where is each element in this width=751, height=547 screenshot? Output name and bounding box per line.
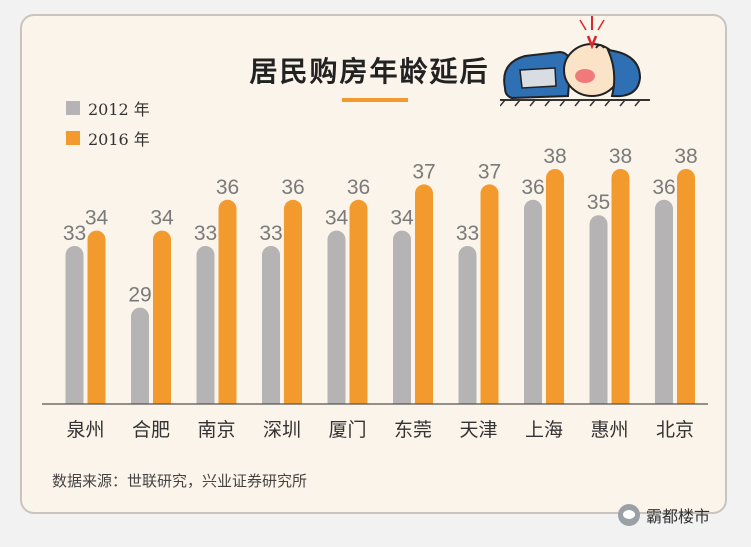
category-label-0: 泉州 bbox=[66, 419, 104, 441]
bar-2016-2 bbox=[218, 199, 237, 404]
category-label-3: 深圳 bbox=[263, 419, 301, 441]
value-label-2012-7: 36 bbox=[521, 176, 544, 199]
value-label-2012-0: 33 bbox=[63, 222, 86, 245]
value-label-2016-5: 37 bbox=[412, 160, 435, 183]
chart-card bbox=[20, 14, 727, 514]
value-label-2012-1: 29 bbox=[128, 284, 151, 307]
bar-2016-1 bbox=[153, 230, 171, 404]
bar-2012-5 bbox=[393, 230, 411, 404]
category-label-5: 东莞 bbox=[394, 419, 432, 441]
value-label-2016-2: 36 bbox=[216, 176, 239, 199]
watermark: 霸都楼市 bbox=[618, 503, 710, 527]
value-label-2016-0: 34 bbox=[85, 207, 109, 230]
legend-label-2012: 2012 年 bbox=[88, 100, 150, 119]
bar-group bbox=[65, 169, 695, 404]
bar-2016-9 bbox=[677, 169, 695, 404]
bar-2016-7 bbox=[546, 169, 564, 404]
bar-2012-6 bbox=[458, 246, 477, 404]
chart-title: 居民购房年龄延后 bbox=[249, 55, 490, 88]
bar-2016-3 bbox=[284, 199, 302, 404]
category-label-7: 上海 bbox=[525, 419, 563, 441]
watermark-label: 霸都楼市 bbox=[646, 507, 711, 526]
legend-item-2016: 2016 年 bbox=[66, 128, 150, 149]
bar-2012-2 bbox=[196, 246, 215, 404]
value-label-2016-3: 36 bbox=[281, 176, 304, 199]
bar-2012-9 bbox=[655, 199, 673, 404]
bar-2016-5 bbox=[415, 184, 433, 404]
wechat-icon bbox=[618, 504, 640, 526]
value-label-2012-6: 33 bbox=[456, 222, 479, 245]
bar-2016-4 bbox=[349, 199, 368, 404]
value-label-2016-6: 37 bbox=[478, 160, 501, 183]
legend-item-2012: 2012 年 bbox=[66, 98, 150, 119]
value-label-2012-3: 33 bbox=[259, 222, 282, 245]
value-label-2012-9: 36 bbox=[652, 176, 675, 199]
value-label-2012-8: 35 bbox=[587, 191, 610, 214]
bar-2012-4 bbox=[327, 230, 346, 404]
bar-2016-6 bbox=[480, 184, 499, 404]
legend-label-2016: 2016 年 bbox=[88, 130, 150, 149]
category-label-6: 天津 bbox=[459, 419, 497, 441]
sleeping-cartoon-icon bbox=[500, 16, 650, 107]
title-underline bbox=[342, 98, 408, 102]
legend-swatch-2016 bbox=[66, 131, 80, 145]
value-label-2016-4: 36 bbox=[347, 176, 370, 199]
bar-2012-3 bbox=[262, 246, 280, 404]
category-label-9: 北京 bbox=[656, 419, 694, 441]
bar-2012-0 bbox=[65, 246, 84, 404]
value-label-2016-7: 38 bbox=[543, 145, 566, 168]
category-label-4: 厦门 bbox=[328, 419, 366, 441]
value-label-2016-1: 34 bbox=[150, 207, 174, 230]
value-label-2012-5: 34 bbox=[390, 207, 414, 230]
bar-2012-8 bbox=[589, 215, 608, 404]
bar-2012-7 bbox=[524, 199, 542, 404]
bar-2016-0 bbox=[87, 230, 106, 404]
category-labels: 泉州 合肥 南京 深圳 厦门 东莞 天津 上海 惠州 北京 bbox=[66, 419, 694, 441]
source-note: 数据来源：世联研究，兴业证券研究所 bbox=[52, 472, 308, 490]
value-label-2016-8: 38 bbox=[609, 145, 632, 168]
legend-swatch-2012 bbox=[66, 101, 80, 115]
category-label-2: 南京 bbox=[197, 419, 235, 441]
category-label-8: 惠州 bbox=[590, 419, 628, 441]
bar-2016-8 bbox=[611, 169, 630, 404]
value-label-2016-9: 38 bbox=[674, 145, 697, 168]
bar-2012-1 bbox=[131, 307, 149, 404]
category-label-1: 合肥 bbox=[132, 419, 170, 441]
value-label-2012-4: 34 bbox=[325, 207, 349, 230]
value-label-2012-2: 33 bbox=[194, 222, 217, 245]
